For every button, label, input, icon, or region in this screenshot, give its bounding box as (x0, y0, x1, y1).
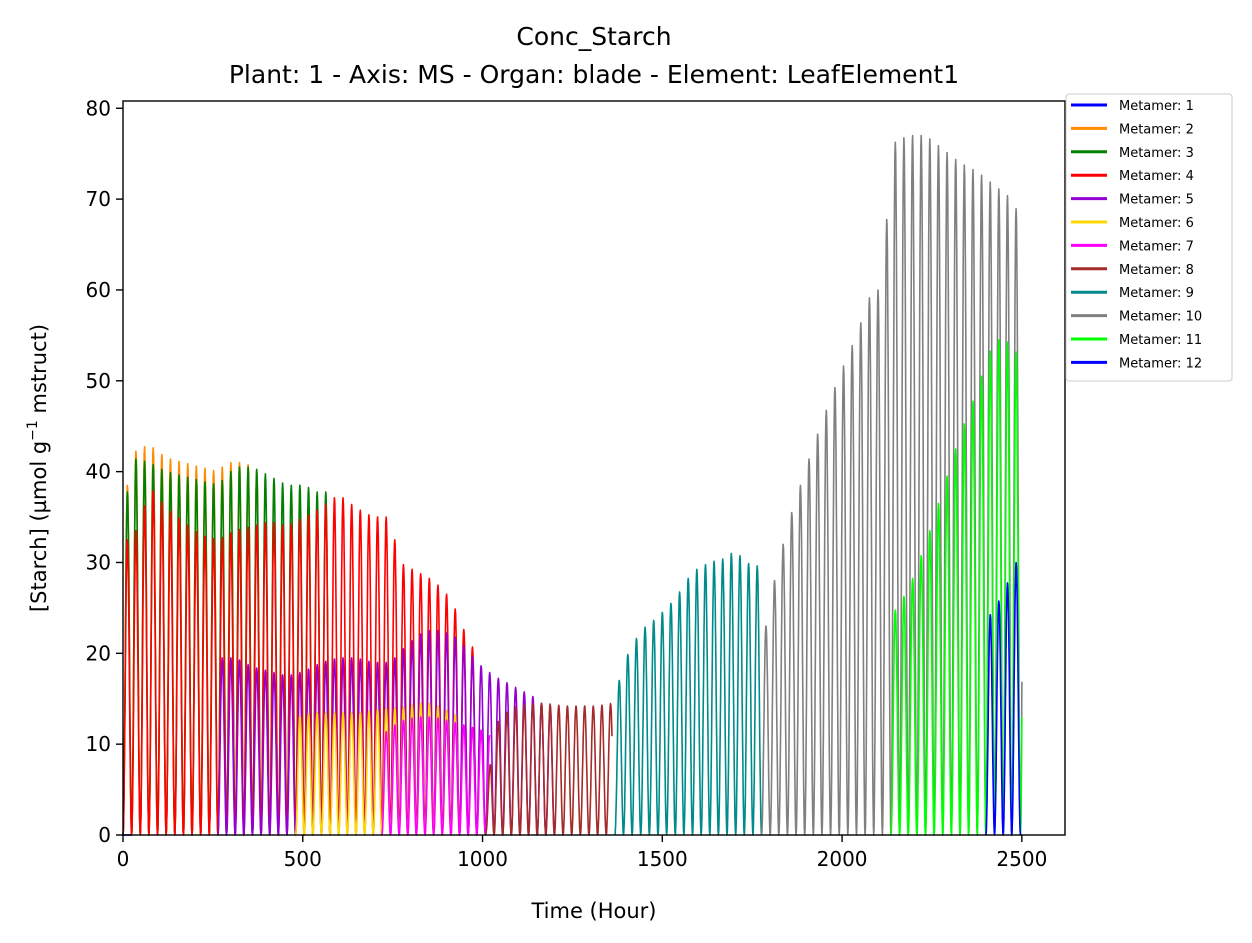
legend: Metamer: 1 Metamer: 2 Metamer: 3 Metamer: 4… (1065, 93, 1233, 382)
y-tick-label-5: 50 (86, 369, 111, 393)
legend-label-7: Metamer: 7 (1119, 239, 1194, 254)
y-tick-label-6: 60 (86, 278, 111, 302)
series-line-metamer-8 (484, 702, 613, 836)
x-tick-label-5: 2500 (996, 847, 1047, 871)
y-tick-label-8: 80 (86, 96, 111, 120)
y-tick-label-7: 70 (86, 187, 111, 211)
chart-title: Conc_Starch (516, 22, 671, 51)
y-tick-label-2: 20 (86, 641, 111, 665)
x-tick-label-2: 1000 (457, 847, 508, 871)
plot-frame (122, 100, 1066, 836)
chart-subtitle: Plant: 1 - Axis: MS - Organ: blade - Ele… (229, 60, 959, 89)
legend-label-5: Metamer: 5 (1119, 193, 1194, 208)
x-tick-label-3: 1500 (637, 847, 688, 871)
x-tick-label-0: 0 (117, 847, 130, 871)
legend-label-12: Metamer: 12 (1119, 356, 1202, 371)
legend-box (1065, 93, 1233, 382)
series-line-metamer-9 (614, 552, 763, 836)
y-tick-label-4: 40 (86, 460, 111, 484)
legend-label-11: Metamer: 11 (1119, 333, 1202, 348)
series-line-metamer-4 (122, 490, 480, 836)
series-line-metamer-11 (890, 339, 1023, 836)
y-axis-label: [Starch] (µmol g−1 mstruct) (25, 324, 51, 612)
y-axis-ticks: 0 10 20 30 40 50 60 70 80 (86, 96, 123, 847)
legend-label-1: Metamer: 1 (1119, 99, 1194, 114)
x-axis-ticks: 0 500 1000 1500 2000 2500 (117, 835, 1047, 871)
legend-label-9: Metamer: 9 (1119, 286, 1194, 301)
y-tick-label-1: 10 (86, 732, 111, 756)
y-axis-label-sup: −1 (25, 420, 41, 441)
legend-label-3: Metamer: 3 (1119, 146, 1194, 161)
y-axis-label-main: [Starch] (µmol g (27, 441, 51, 612)
legend-label-8: Metamer: 8 (1119, 263, 1194, 278)
series-layer (122, 134, 1023, 836)
legend-label-4: Metamer: 4 (1119, 169, 1194, 184)
x-axis-label: Time (Hour) (530, 899, 656, 923)
x-tick-label-4: 2000 (817, 847, 868, 871)
legend-label-2: Metamer: 2 (1119, 122, 1194, 137)
y-tick-label-0: 0 (98, 823, 111, 847)
legend-label-6: Metamer: 6 (1119, 216, 1194, 231)
legend-label-10: Metamer: 10 (1119, 310, 1202, 325)
x-tick-label-1: 500 (284, 847, 322, 871)
legend-items: Metamer: 1 Metamer: 2 Metamer: 3 Metamer: 4… (1071, 99, 1202, 371)
y-axis-label-tail: mstruct) (27, 324, 51, 420)
series-line-metamer-7 (381, 716, 491, 836)
y-tick-label-3: 30 (86, 550, 111, 574)
series-line-metamer-5 (217, 629, 556, 836)
